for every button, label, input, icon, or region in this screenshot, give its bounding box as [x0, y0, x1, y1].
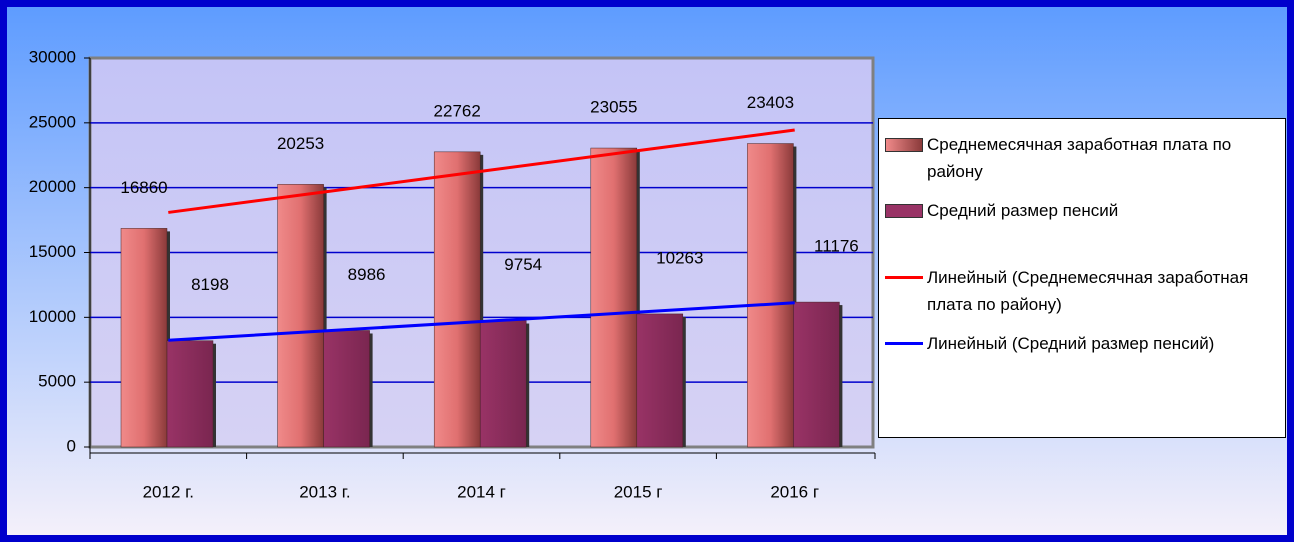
y-tick-label: 5000 [38, 372, 76, 391]
x-tick-label: 2016 г [770, 482, 819, 501]
bar [433, 151, 481, 448]
x-tick-label: 2015 г [614, 482, 663, 501]
legend-label: Средний размер пенсий [927, 201, 1119, 220]
x-tick-label: 2014 г [457, 482, 506, 501]
legend-entry: Среднемесячная заработная плата по район… [885, 131, 1279, 185]
x-tick-label: 2013 г. [299, 482, 350, 501]
data-label: 23403 [747, 93, 794, 112]
trendline [168, 128, 795, 214]
y-tick-label: 30000 [29, 47, 76, 66]
data-label: 9754 [504, 255, 542, 274]
y-tick-label: 25000 [29, 112, 76, 131]
legend-label: Линейный (Среднемесячная заработная плат… [927, 268, 1249, 314]
legend-label: Среднемесячная заработная плата по район… [927, 135, 1232, 181]
data-label: 22762 [434, 101, 481, 120]
y-tick-label: 20000 [29, 177, 76, 196]
legend-entry: Средний размер пенсий [885, 197, 1279, 224]
legend-label: Линейный (Средний размер пенсий) [927, 334, 1215, 353]
legend-swatch [885, 342, 923, 345]
data-label: 20253 [277, 134, 324, 153]
legend-swatch [885, 276, 923, 279]
bar [166, 340, 214, 448]
bar [277, 184, 324, 448]
y-tick-label: 15000 [29, 242, 76, 261]
data-label: 16860 [120, 178, 167, 197]
legend-swatch [885, 138, 923, 152]
data-label: 8986 [348, 265, 386, 284]
bar [120, 228, 168, 448]
data-label: 10263 [656, 248, 703, 267]
y-tick-label: 0 [67, 436, 76, 455]
legend-entry: Линейный (Средний размер пенсий) [885, 330, 1279, 357]
y-tick-label: 10000 [29, 307, 76, 326]
data-label: 11176 [814, 237, 859, 256]
data-label: 23055 [590, 98, 637, 117]
bar [323, 330, 370, 448]
bar [590, 147, 638, 448]
data-label: 8198 [191, 275, 229, 294]
legend-entry: Линейный (Среднемесячная заработная плат… [885, 264, 1279, 318]
bar [636, 313, 684, 448]
legend: Среднемесячная заработная плата по район… [878, 118, 1286, 438]
bar [479, 320, 527, 448]
bar [747, 143, 794, 448]
legend-swatch [885, 204, 923, 218]
x-tick-label: 2012 г. [143, 482, 194, 501]
trendline [168, 301, 795, 342]
bar [793, 301, 840, 448]
